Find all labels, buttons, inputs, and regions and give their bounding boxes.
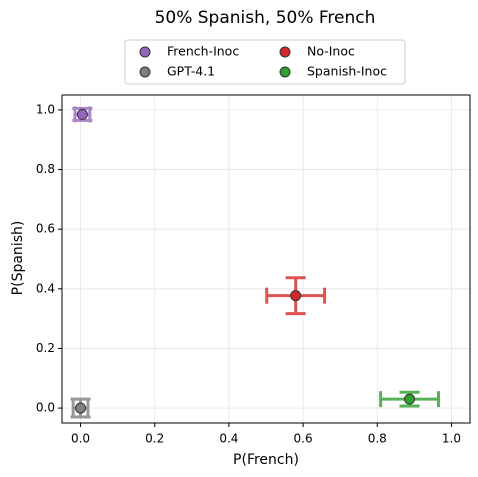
x-tick-label: 0.6 xyxy=(294,432,313,446)
point xyxy=(404,393,416,405)
x-tick-label: 0.0 xyxy=(71,432,90,446)
legend-marker xyxy=(139,46,151,58)
x-axis-label: P(French) xyxy=(233,452,299,468)
y-tick-label: 1.0 xyxy=(36,102,55,116)
chart-title: 50% Spanish, 50% French xyxy=(155,8,376,28)
x-tick-label: 0.4 xyxy=(219,432,238,446)
point xyxy=(290,290,302,302)
legend-frame xyxy=(124,39,406,85)
legend-label: No-Inoc xyxy=(307,44,355,59)
plot-frame xyxy=(61,94,471,424)
legend-marker xyxy=(139,66,151,78)
y-tick-label: 0.0 xyxy=(36,401,55,415)
legend-marker xyxy=(279,66,291,78)
y-tick-label: 0.8 xyxy=(36,162,55,176)
x-tick-label: 1.0 xyxy=(442,432,461,446)
y-tick-label: 0.6 xyxy=(36,222,55,236)
legend-marker xyxy=(279,46,291,58)
x-tick-label: 0.2 xyxy=(145,432,164,446)
point xyxy=(75,402,87,414)
legend-label: French-Inoc xyxy=(167,44,239,59)
legend-label: GPT-4.1 xyxy=(167,64,215,79)
point xyxy=(76,108,88,120)
y-axis-label: P(Spanish) xyxy=(10,221,26,296)
x-tick-label: 0.8 xyxy=(368,432,387,446)
y-tick-label: 0.4 xyxy=(36,281,55,295)
legend-label: Spanish-Inoc xyxy=(307,64,387,79)
y-tick-label: 0.2 xyxy=(36,341,55,355)
